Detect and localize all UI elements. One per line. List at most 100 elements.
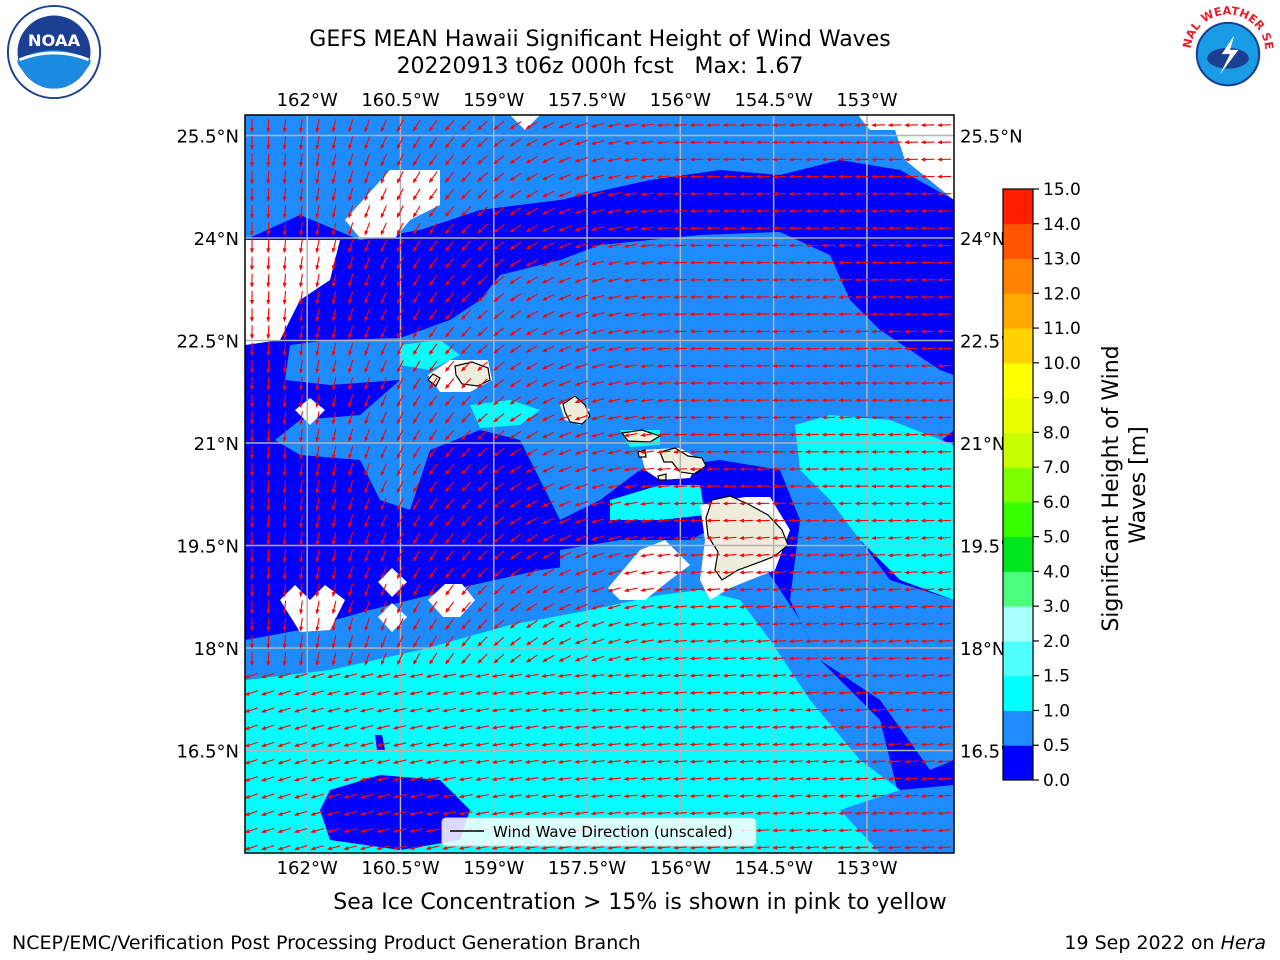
wind-wave-arrow [805, 553, 820, 558]
wind-wave-arrow [493, 550, 505, 561]
wind-wave-arrow [260, 827, 275, 834]
wind-wave-arrow [920, 536, 935, 541]
wind-wave-arrow [299, 376, 304, 391]
wind-wave-arrow [854, 467, 869, 472]
wind-wave-arrow [331, 549, 337, 563]
wind-wave-arrow [260, 707, 275, 713]
wind-wave-arrow [788, 776, 803, 781]
wind-wave-arrow [493, 499, 505, 509]
wind-wave-arrow [689, 398, 704, 403]
wind-wave-arrow [574, 225, 588, 232]
wind-wave-arrow [673, 536, 688, 541]
wind-wave-arrow [331, 222, 337, 236]
wind-wave-arrow [277, 810, 291, 816]
wind-wave-arrow [380, 618, 387, 632]
wind-wave-arrow [607, 467, 621, 472]
wind-wave-arrow [706, 174, 721, 179]
wind-wave-arrow [249, 497, 254, 512]
wind-wave-arrow [590, 518, 605, 524]
wind-wave-arrow [442, 690, 456, 696]
wind-wave-arrow [574, 552, 588, 559]
wind-wave-arrow [656, 364, 671, 369]
wind-wave-arrow [315, 256, 320, 271]
map-legend: Wind Wave Direction (unscaled) [441, 817, 757, 847]
wind-wave-arrow [640, 243, 655, 248]
wind-wave-arrow [509, 585, 522, 595]
wind-wave-arrow [442, 811, 456, 816]
wind-wave-arrow [623, 759, 638, 764]
wind-wave-arrow [331, 514, 337, 529]
wind-wave-arrow [920, 794, 935, 799]
wind-wave-arrow [722, 157, 737, 162]
wind-wave-arrow [854, 639, 869, 644]
wind-wave-arrow [315, 428, 320, 443]
colorbar-tick-label: 5.0 [1043, 528, 1070, 548]
wind-wave-arrow [772, 639, 787, 644]
wind-wave-arrow [412, 343, 421, 356]
wind-wave-arrow [557, 777, 572, 781]
wind-wave-arrow [266, 153, 271, 168]
wind-wave-arrow [623, 467, 638, 472]
wind-wave-arrow [444, 515, 455, 527]
wind-wave-arrow [640, 725, 655, 730]
wind-wave-arrow [282, 583, 287, 598]
wind-wave-arrow [477, 464, 488, 475]
wind-wave-arrow [445, 601, 455, 613]
wind-wave-arrow [397, 583, 404, 597]
wind-wave-arrow [475, 673, 490, 678]
wind-wave-arrow [623, 794, 638, 799]
chart-title: GEFS MEAN Hawaii Significant Height of W… [309, 27, 891, 52]
wind-wave-arrow [722, 708, 737, 713]
wind-wave-arrow [805, 432, 820, 437]
wind-wave-arrow [772, 295, 787, 300]
wind-wave-arrow [821, 553, 836, 558]
wind-wave-arrow [623, 243, 638, 248]
wind-wave-arrow [293, 741, 308, 747]
wind-wave-arrow [348, 153, 354, 168]
wind-wave-arrow [607, 725, 622, 730]
wind-wave-arrow [460, 189, 472, 200]
wind-wave-arrow [887, 381, 902, 386]
wind-wave-arrow [755, 174, 770, 179]
wind-wave-arrow [706, 329, 721, 334]
wind-wave-arrow [871, 467, 886, 472]
wind-wave-arrow [282, 170, 287, 185]
wind-wave-arrow [541, 259, 555, 267]
wind-wave-arrow [887, 656, 902, 661]
wind-wave-arrow [821, 157, 836, 162]
wind-wave-arrow [739, 570, 754, 575]
colorbar-label: Significant Height of Wind Waves [m] [1099, 338, 1151, 631]
wind-wave-arrow [542, 534, 555, 542]
wind-wave-arrow [249, 617, 254, 632]
wind-wave-arrow [722, 140, 737, 145]
wind-wave-arrow [920, 604, 935, 609]
wind-wave-arrow [623, 535, 638, 541]
wind-wave-arrow [493, 292, 505, 302]
wind-wave-arrow [788, 346, 803, 351]
wind-wave-arrow [590, 122, 605, 128]
wind-wave-arrow [445, 567, 455, 579]
wind-wave-arrow [508, 691, 523, 696]
wind-wave-arrow [854, 708, 869, 713]
wind-wave-arrow [755, 501, 770, 506]
lat-tick-label-left: 21°N [194, 434, 239, 455]
wind-wave-arrow [509, 516, 522, 526]
wind-wave-arrow [904, 329, 919, 334]
wind-wave-arrow [772, 381, 787, 386]
colorbar-tick-label: 13.0 [1043, 250, 1081, 270]
wind-wave-arrow [458, 811, 473, 816]
wind-wave-arrow [266, 566, 271, 581]
wind-wave-arrow [821, 690, 836, 695]
footer-date: 19 Sep 2022 on Hera [1064, 932, 1266, 954]
wind-wave-arrow [722, 415, 737, 420]
wind-wave-arrow [343, 742, 357, 747]
wind-wave-arrow [525, 637, 538, 646]
wind-wave-arrow [315, 566, 320, 581]
wind-wave-arrow [722, 639, 737, 644]
wind-wave-arrow [871, 553, 886, 558]
colorbar-tick-label: 6.0 [1043, 493, 1070, 513]
wind-wave-arrow [656, 845, 671, 850]
wind-wave-arrow [937, 794, 952, 799]
wind-wave-arrow [689, 553, 704, 558]
wind-wave-arrow [282, 359, 287, 374]
